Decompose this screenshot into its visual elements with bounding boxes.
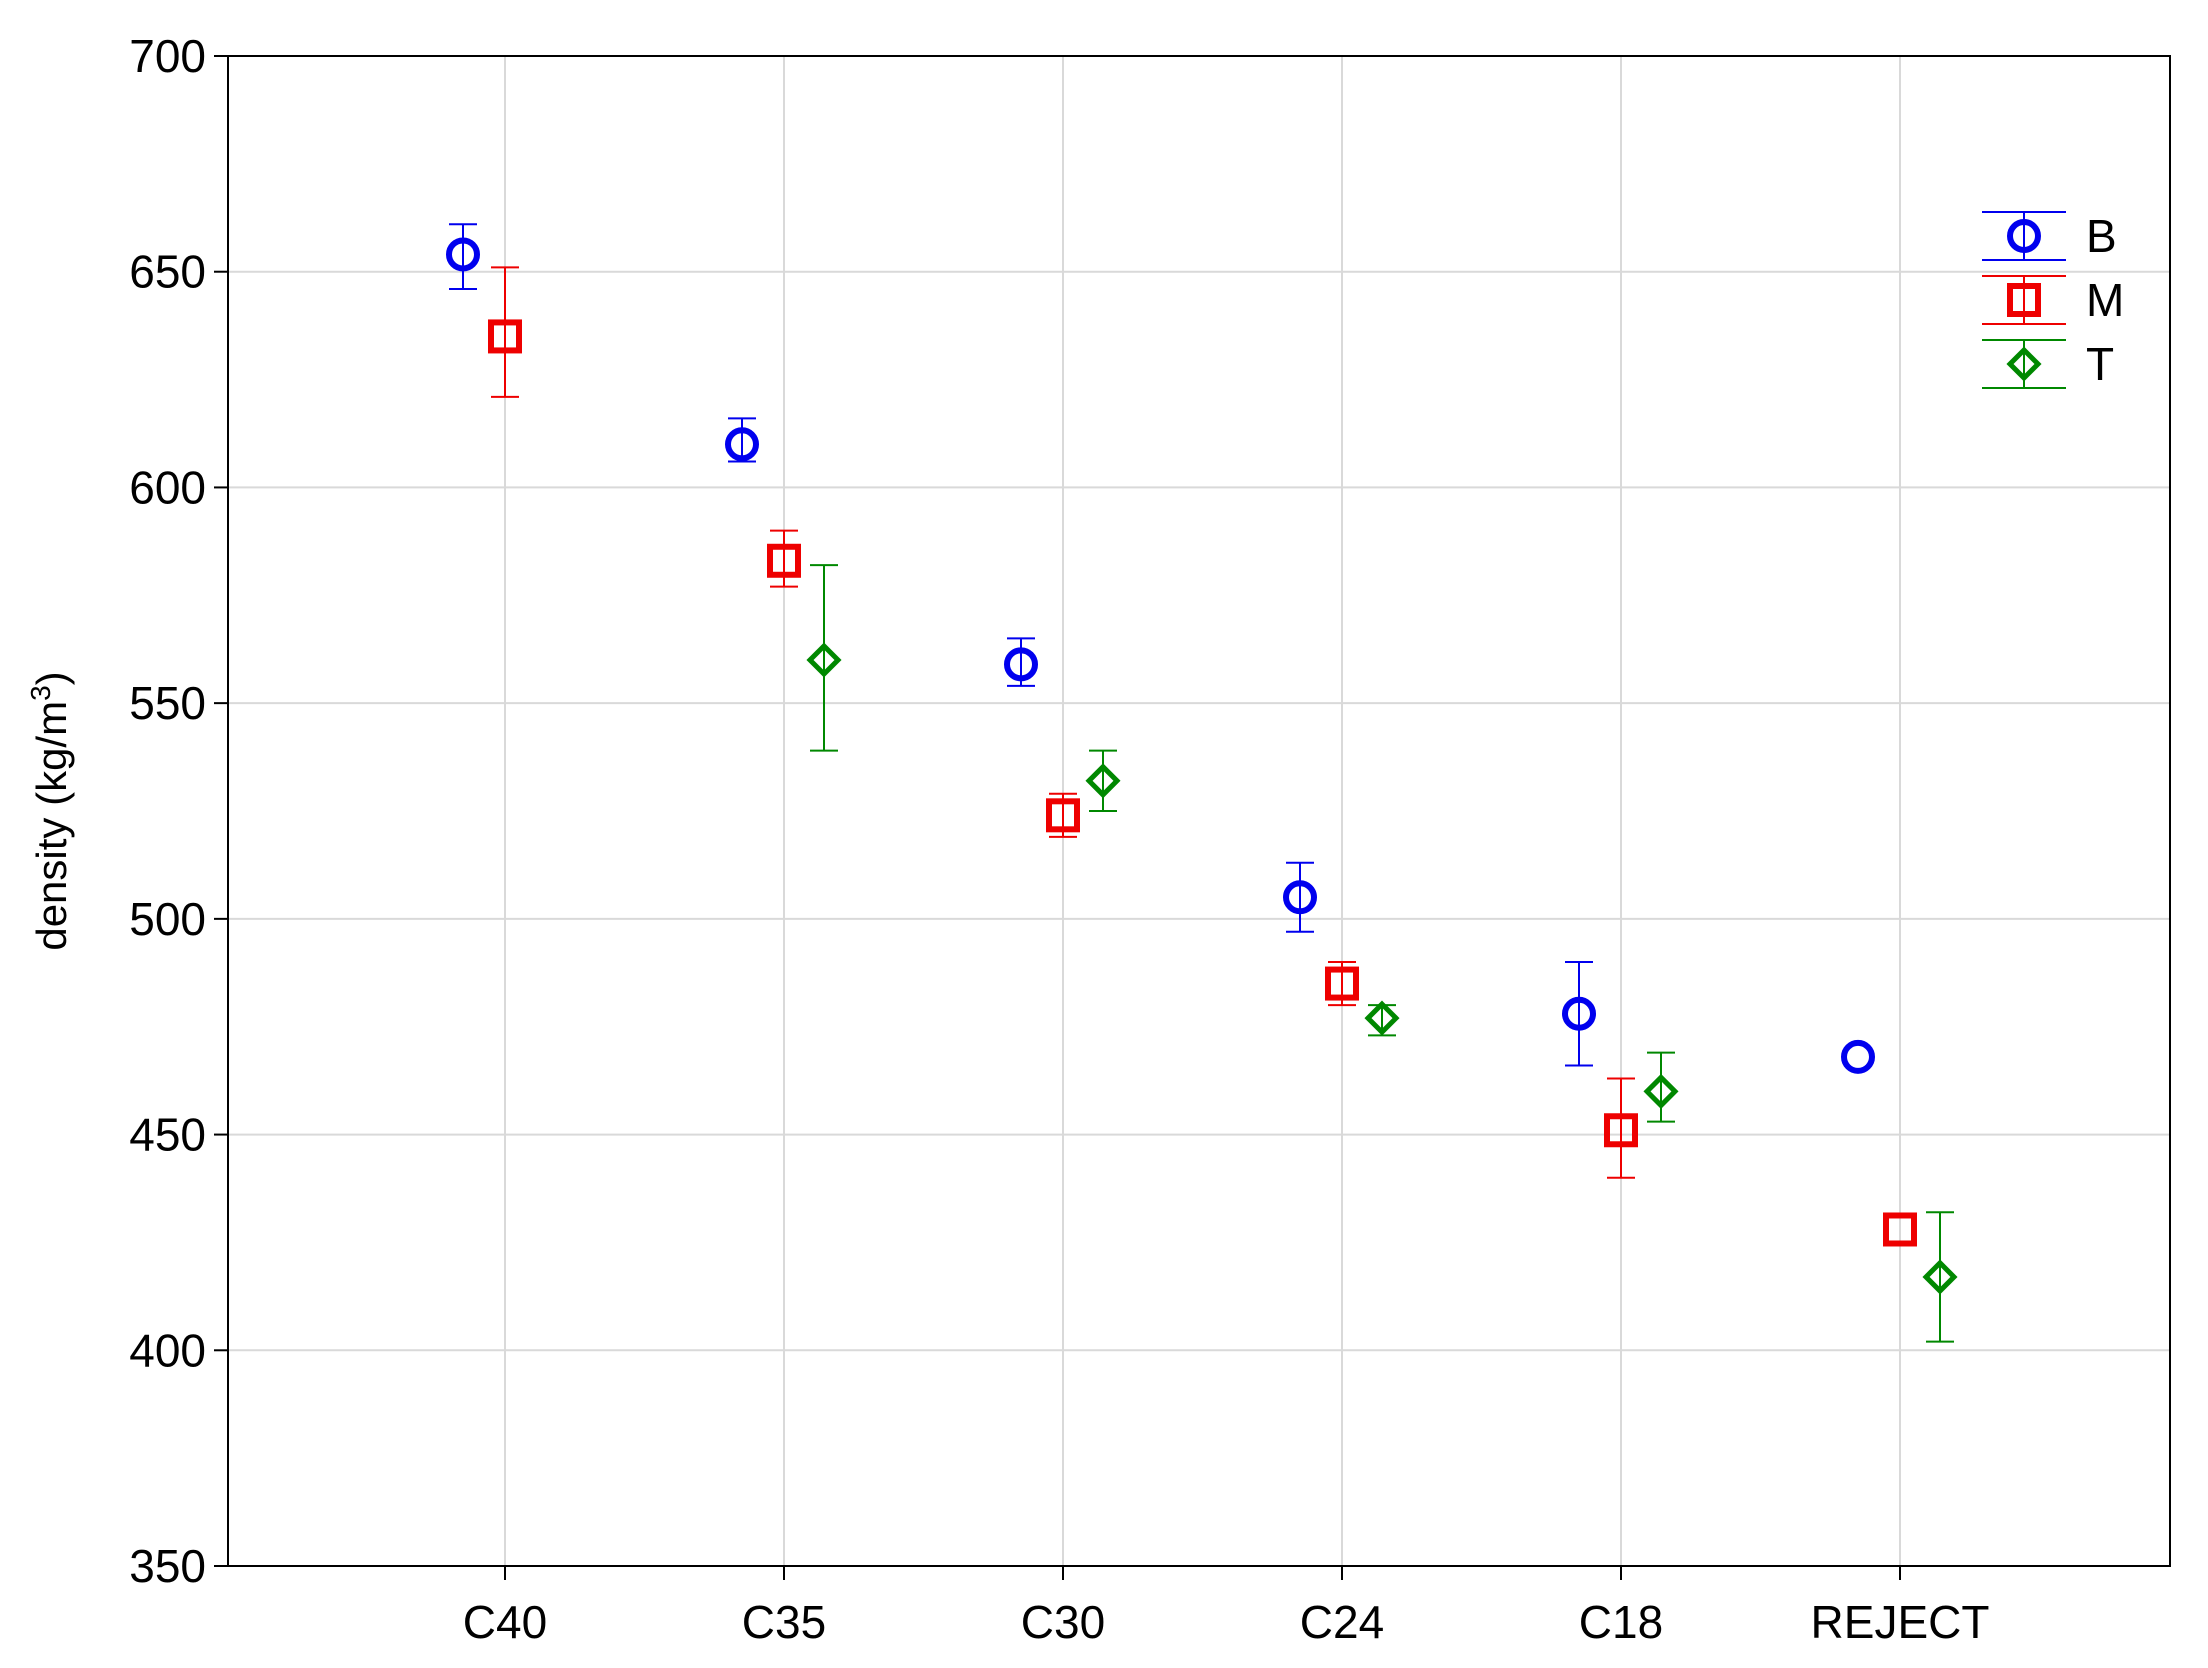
data-point-m bbox=[1046, 798, 1080, 833]
grid-lines bbox=[228, 55, 2170, 1567]
x-tick-label: C18 bbox=[1579, 1596, 1663, 1648]
y-tick-label: 600 bbox=[129, 461, 206, 513]
data-markers bbox=[446, 237, 1958, 1295]
error-bars bbox=[449, 223, 1954, 1343]
legend-label: T bbox=[2086, 338, 2114, 390]
y-axis-title-close: ) bbox=[28, 671, 75, 685]
error-bar-b bbox=[728, 417, 756, 463]
error-bar-m bbox=[770, 529, 798, 588]
data-point-t bbox=[1364, 1000, 1400, 1036]
error-bar-t bbox=[1089, 749, 1117, 812]
legend-marker bbox=[2007, 219, 2041, 253]
error-bar-m bbox=[1607, 1077, 1635, 1179]
x-tick-label: REJECT bbox=[1811, 1596, 1990, 1648]
error-bar-b bbox=[1286, 861, 1314, 933]
data-point-t bbox=[1085, 763, 1121, 799]
error-bar-t bbox=[1647, 1051, 1675, 1123]
legend-entry-t: T bbox=[1982, 338, 2114, 390]
legend-entry-b: B bbox=[1982, 210, 2117, 262]
data-point-b bbox=[1562, 996, 1596, 1031]
y-tick-label: 700 bbox=[129, 30, 206, 82]
data-point-m bbox=[1325, 966, 1359, 1001]
data-point-b bbox=[725, 427, 759, 462]
legend-label: B bbox=[2086, 210, 2117, 262]
legend-marker bbox=[2007, 283, 2041, 317]
data-point-t bbox=[806, 642, 842, 678]
error-bar-b bbox=[449, 223, 477, 290]
data-point-m bbox=[488, 319, 522, 354]
data-point-m bbox=[1604, 1113, 1638, 1148]
data-point-b bbox=[1004, 647, 1038, 682]
plot-frame bbox=[227, 55, 2171, 1567]
x-tick-label: C35 bbox=[742, 1596, 826, 1648]
error-bar-t bbox=[1926, 1211, 1954, 1343]
y-axis-title-main: density (kg/m bbox=[28, 701, 75, 951]
y-tick-label: 450 bbox=[129, 1109, 206, 1161]
data-point-b bbox=[446, 237, 480, 272]
x-tick-label: C24 bbox=[1300, 1596, 1384, 1648]
legend-entry-m: M bbox=[1982, 274, 2124, 326]
y-axis-title: density (kg/m3) bbox=[25, 671, 75, 950]
data-point-t bbox=[1922, 1259, 1958, 1295]
legend-marker bbox=[2006, 346, 2042, 382]
error-bar-b bbox=[1565, 961, 1593, 1067]
data-point-m bbox=[767, 543, 801, 578]
data-point-m bbox=[1883, 1212, 1917, 1247]
error-bar-t bbox=[810, 564, 838, 752]
y-axis-title-superscript: 3 bbox=[25, 685, 56, 701]
legend-label: M bbox=[2086, 274, 2124, 326]
data-point-b bbox=[1841, 1039, 1875, 1074]
y-tick-label: 500 bbox=[129, 893, 206, 945]
error-bar-m bbox=[491, 266, 519, 398]
y-tick-label: 650 bbox=[129, 246, 206, 298]
axis-ticks: 350 400 450 500 550 600 650 700 C40 C35 C30 C24 C18 R… bbox=[129, 30, 1989, 1648]
data-point-b bbox=[1283, 880, 1317, 915]
y-tick-label: 350 bbox=[129, 1540, 206, 1592]
y-tick-label: 400 bbox=[129, 1324, 206, 1376]
legend: BMT bbox=[1982, 210, 2124, 390]
data-point-t bbox=[1643, 1073, 1679, 1109]
y-tick-label: 550 bbox=[129, 677, 206, 729]
x-tick-label: C40 bbox=[463, 1596, 547, 1648]
x-tick-label: C30 bbox=[1021, 1596, 1105, 1648]
